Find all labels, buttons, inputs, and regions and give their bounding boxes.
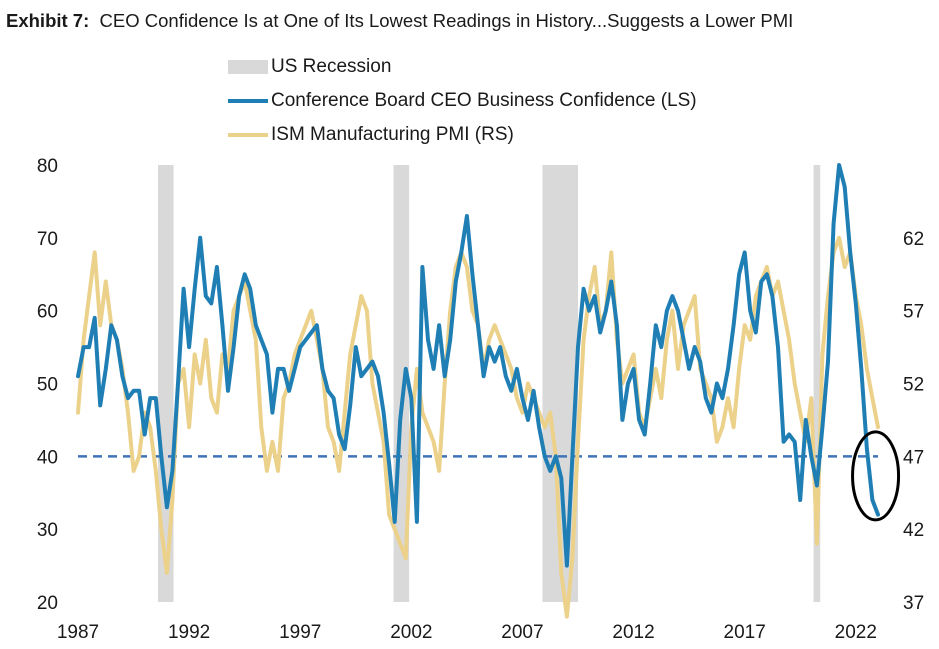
- exhibit-label: Exhibit 7:: [6, 10, 90, 31]
- legend-item-pmi: ISM Manufacturing PMI (RS): [228, 118, 697, 152]
- y-left-tick-60: 60: [37, 302, 58, 323]
- annotation-circle: [851, 430, 901, 522]
- x-tick-1992: 1992: [168, 622, 210, 643]
- y-left-tick-40: 40: [37, 447, 58, 468]
- recession-band-4: [813, 165, 821, 602]
- y-left-tick-80: 80: [37, 156, 58, 177]
- axis-ticks: 20 30 40 50 60 70 80 37 42 47 52 57 62 1987 1992 1997 20…: [37, 156, 924, 643]
- x-tick-1997: 1997: [279, 622, 321, 643]
- x-tick-2007: 2007: [501, 622, 543, 643]
- legend: US Recession Conference Board CEO Busine…: [228, 50, 697, 152]
- y-right-tick-57: 57: [903, 302, 924, 323]
- series-line-ceo-confidence: [76, 163, 880, 568]
- y-left-tick-70: 70: [37, 229, 58, 250]
- y-left-tick-20: 20: [37, 593, 58, 614]
- y-right-tick-37: 37: [903, 593, 924, 614]
- y-left-tick-30: 30: [37, 520, 58, 541]
- y-right-tick-52: 52: [903, 375, 924, 396]
- y-left-tick-50: 50: [37, 375, 58, 396]
- x-tick-2017: 2017: [724, 622, 766, 643]
- y-right-tick-47: 47: [903, 447, 924, 468]
- series-group: [76, 163, 880, 619]
- x-tick-2002: 2002: [390, 622, 432, 643]
- legend-swatch-pmi: [228, 133, 268, 137]
- x-tick-2022: 2022: [835, 622, 877, 643]
- x-tick-1987: 1987: [57, 622, 99, 643]
- legend-item-recession: US Recession: [228, 50, 697, 84]
- legend-swatch-ceo: [228, 99, 268, 103]
- y-right-tick-42: 42: [903, 520, 924, 541]
- x-tick-2012: 2012: [612, 622, 654, 643]
- title-text: CEO Confidence Is at One of Its Lowest R…: [99, 10, 794, 31]
- y-right-tick-62: 62: [903, 229, 924, 250]
- legend-label-pmi: ISM Manufacturing PMI (RS): [271, 124, 514, 145]
- legend-label-recession: US Recession: [271, 56, 392, 77]
- chart-title: Exhibit 7: CEO Confidence Is at One of I…: [6, 10, 793, 32]
- legend-item-ceo: Conference Board CEO Business Confidence…: [228, 84, 697, 118]
- annotation-group: [851, 430, 901, 522]
- legend-label-ceo: Conference Board CEO Business Confidence…: [271, 90, 697, 111]
- legend-swatch-recession: [228, 60, 268, 74]
